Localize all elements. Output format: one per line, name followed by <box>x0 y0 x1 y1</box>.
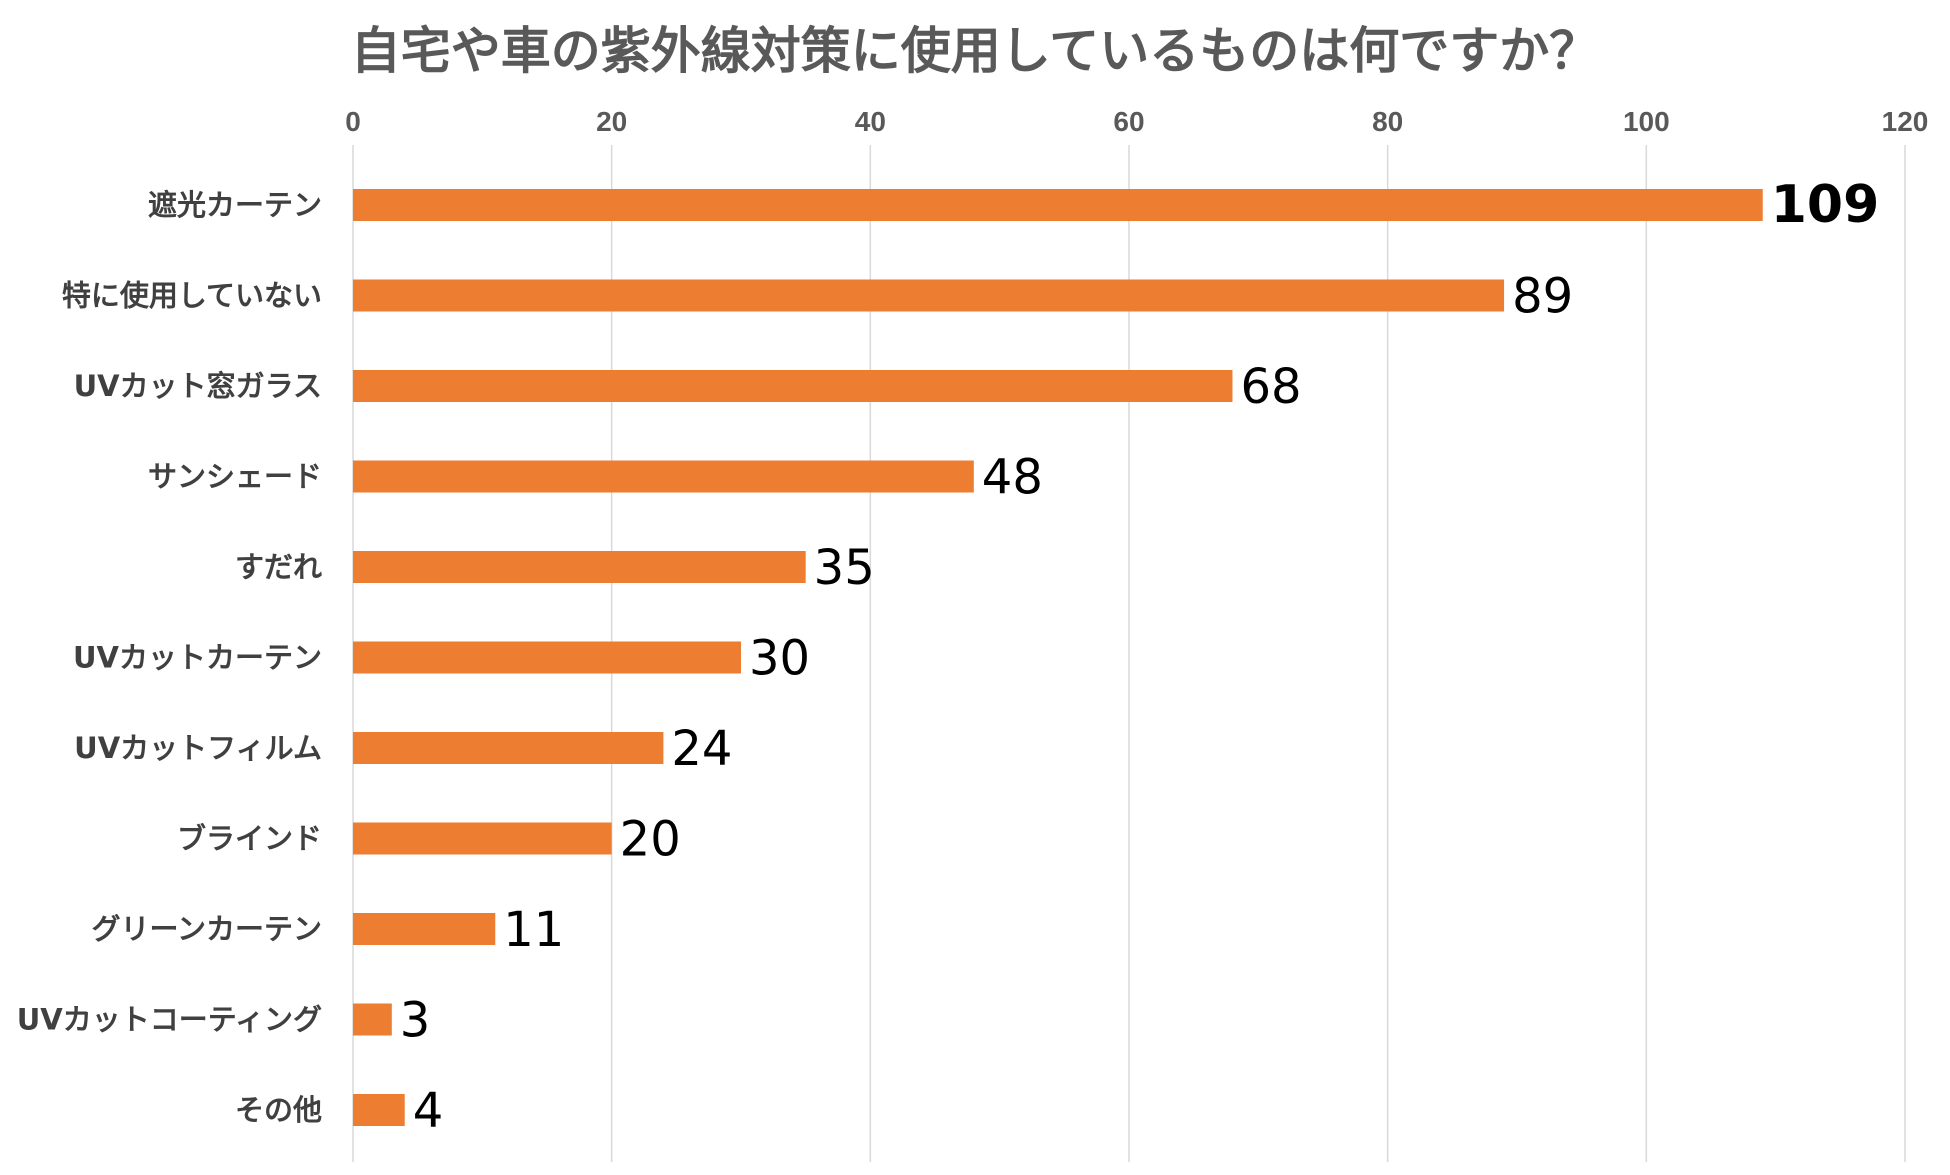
bars <box>353 189 1763 1126</box>
data-label: 89 <box>1512 269 1573 325</box>
x-tick-label: 80 <box>1372 106 1403 137</box>
bar <box>353 279 1505 312</box>
category-label: グリーンカーテン <box>91 912 322 946</box>
bar <box>353 189 1763 221</box>
x-axis-ticks: 0 20 40 60 80 100 120 <box>345 106 1928 137</box>
data-label: 109 <box>1771 175 1880 235</box>
category-label: UVカットコーティング <box>17 1003 322 1037</box>
data-label: 48 <box>982 450 1043 506</box>
bar <box>353 1094 405 1126</box>
x-tick-label: 100 <box>1623 106 1670 137</box>
bar <box>353 551 806 583</box>
bar <box>353 913 496 945</box>
category-label: すだれ <box>235 550 322 584</box>
data-label: 3 <box>400 993 431 1049</box>
category-label: サンシェード <box>148 460 322 494</box>
x-tick-label: 0 <box>345 106 361 137</box>
bar <box>353 822 612 855</box>
data-label: 4 <box>413 1083 444 1139</box>
category-label: UVカット窓ガラス <box>74 369 322 403</box>
category-label: 特に使用していない <box>62 279 322 313</box>
data-label: 68 <box>1240 359 1301 415</box>
chart-title: 自宅や車の紫外線対策に使用しているものは何ですか？ <box>351 22 1600 80</box>
data-label: 20 <box>620 812 681 868</box>
category-label: その他 <box>235 1093 322 1127</box>
category-label: UVカットカーテン <box>73 641 322 675</box>
x-tick-label: 20 <box>596 106 627 137</box>
bar <box>353 641 741 674</box>
bar <box>353 370 1233 402</box>
data-label: 11 <box>503 902 564 958</box>
bar <box>353 1003 392 1036</box>
data-label: 30 <box>749 631 810 687</box>
data-label: 24 <box>671 721 732 777</box>
x-tick-label: 60 <box>1113 106 1144 137</box>
x-tick-label: 120 <box>1882 106 1929 137</box>
category-label: 遮光カーテン <box>148 188 322 222</box>
category-label: UVカットフィルム <box>74 731 322 765</box>
x-tick-label: 40 <box>855 106 886 137</box>
bar <box>353 460 974 493</box>
category-label: ブラインド <box>177 822 322 856</box>
gridlines <box>352 145 1906 1162</box>
bar <box>353 732 664 764</box>
data-label: 35 <box>814 540 875 596</box>
